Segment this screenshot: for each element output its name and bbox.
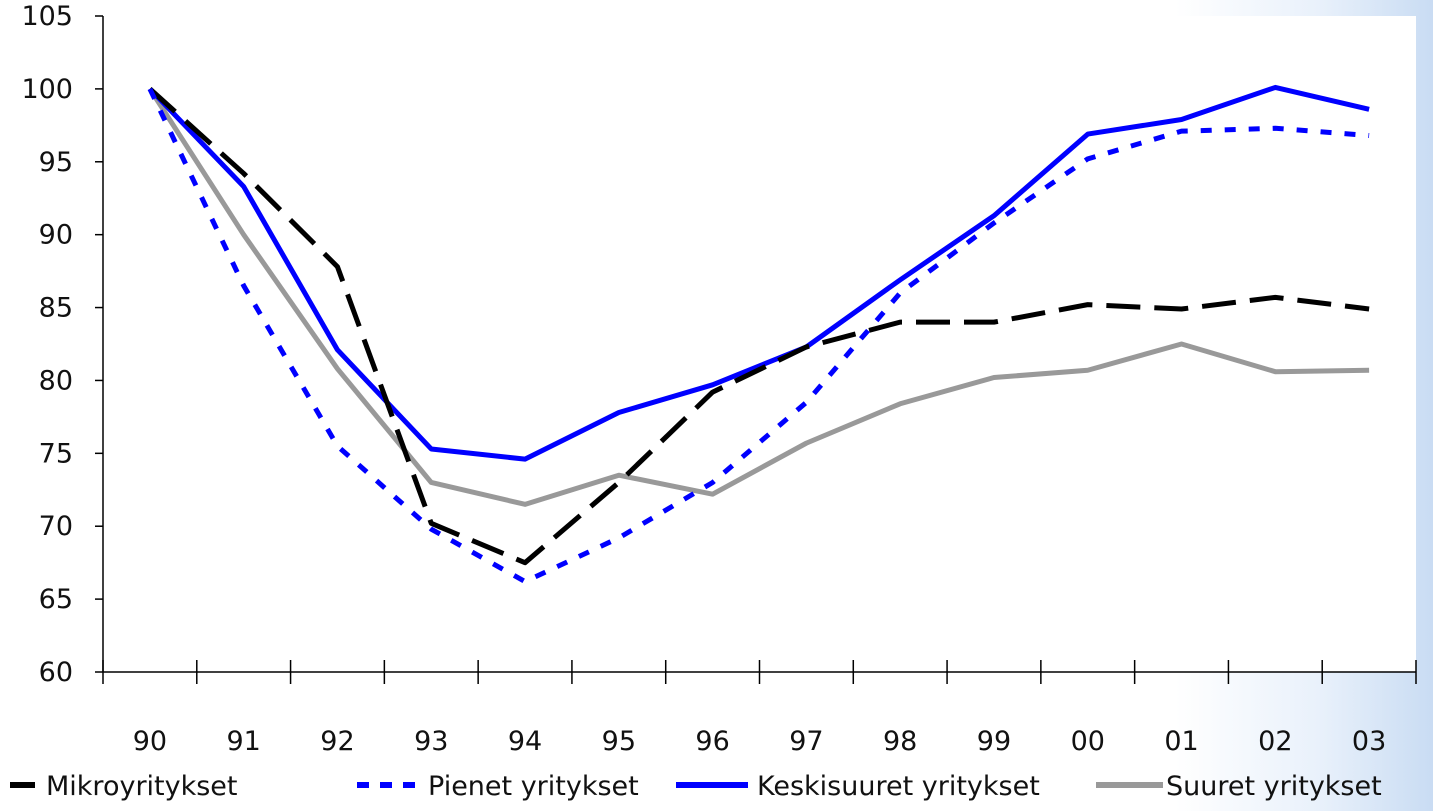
series-line-4 [147,87,1370,507]
x-tick-label: 97 [789,726,823,757]
x-tick-label: 01 [1164,726,1198,757]
y-tick-label: 70 [39,511,73,542]
y-tick-label: 75 [39,438,73,469]
y-tick-label: 100 [21,74,73,105]
y-tick-label: 85 [39,293,73,324]
x-tick-label: 90 [133,726,167,757]
series-line-1 [148,87,1370,566]
y-tick-label: 60 [39,657,73,688]
x-tick-label: 91 [226,726,260,757]
plot-area [103,16,1416,672]
series-layer [147,84,1370,585]
x-tick-label: 03 [1352,726,1386,757]
series-line-3 [148,84,1370,462]
x-tick-label: 96 [695,726,729,757]
y-tick-label: 80 [39,365,73,396]
x-tick-label: 92 [320,726,354,757]
legend-label-1: Mikroyritykset [46,771,238,802]
y-tick-label: 105 [21,1,73,32]
x-tick-label: 93 [414,726,448,757]
x-tick-label: 02 [1258,726,1292,757]
x-tick-label: 94 [508,726,542,757]
plot-background [103,16,1416,672]
y-tick-label: 90 [39,220,73,251]
y-tick-label: 65 [39,584,73,615]
x-tick-label: 98 [883,726,917,757]
x-tick-label: 00 [1071,726,1105,757]
legend-label-3: Keskisuuret yritykset [757,771,1040,802]
legend-label-4: Suuret yritykset [1166,771,1382,802]
y-tick-label: 95 [39,147,73,178]
x-tick-label: 95 [602,726,636,757]
x-tick-label: 99 [977,726,1011,757]
legend: Mikroyritykset Pienet yritykset Keskisuure… [10,771,1382,802]
axes: 60 65 70 75 80 85 90 95 100 105 90 91 92 93 94 95 96 97 98… [21,1,1417,757]
legend-label-2: Pienet yritykset [428,771,639,802]
